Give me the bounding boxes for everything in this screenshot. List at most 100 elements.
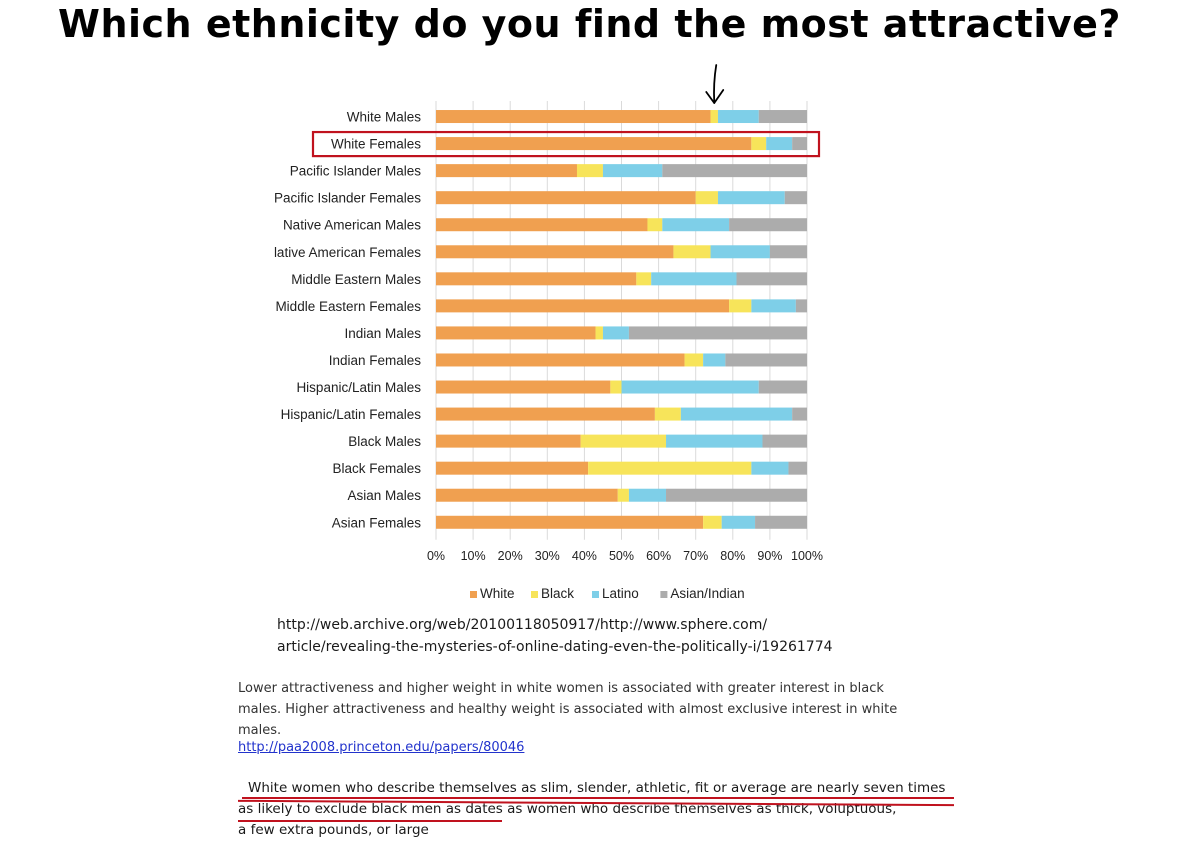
bar-segment (736, 272, 807, 286)
bar-segment (576, 164, 603, 178)
x-tick-label: 80% (720, 549, 745, 563)
category-label: Hispanic/Latin Females (281, 407, 422, 422)
legend-label: Latino (602, 586, 639, 601)
bar-segment (436, 218, 648, 232)
bar-segment (717, 191, 785, 205)
bar-segment (436, 434, 581, 448)
bar-segment (769, 245, 807, 259)
bar-segment (684, 353, 704, 367)
category-label: Black Females (332, 461, 421, 476)
bar-segment (717, 110, 759, 124)
claim-line3: a few extra pounds, or large (238, 822, 429, 838)
bar-segment (436, 245, 674, 259)
bar-segment (580, 434, 667, 448)
x-tick-label: 0% (427, 549, 445, 563)
bar-segment (602, 326, 629, 340)
x-tick-label: 60% (646, 549, 671, 563)
x-tick-label: 100% (791, 549, 823, 563)
category-label: Middle Eastern Females (275, 299, 421, 314)
bar-segment (436, 191, 696, 205)
legend-swatch (531, 591, 538, 598)
bar-segment (436, 380, 611, 394)
legend-swatch (470, 591, 477, 598)
bar-segment (436, 515, 704, 529)
arrow-head (705, 89, 725, 104)
bar-segment (610, 380, 622, 394)
bar-segment (766, 137, 793, 151)
bar-segment (662, 218, 730, 232)
source-url-line2: article/revealing-the-mysteries-of-onlin… (277, 639, 833, 655)
highlight-box (311, 130, 821, 158)
category-label: Indian Females (329, 353, 422, 368)
red-underline-1 (242, 797, 954, 799)
category-label: Asian Females (332, 515, 422, 530)
claim-underlined-phrase: as likely to exclude black men as dates (238, 801, 503, 817)
red-underline-3 (238, 820, 502, 822)
bar-segment (436, 353, 685, 367)
legend-label: Asian/Indian (670, 586, 744, 601)
bar-segment (792, 407, 807, 421)
category-label: White Males (347, 110, 422, 125)
bar-segment (647, 218, 663, 232)
bar-segment (436, 326, 596, 340)
category-label: Pacific Islander Females (274, 191, 421, 206)
stacked-bar-chart: White Males White Females Pacific Islander… (274, 64, 823, 601)
category-label: White Females (331, 137, 421, 152)
bar-segment (588, 461, 752, 475)
bar-segment (666, 434, 763, 448)
source-url: http://web.archive.org/web/2010011805091… (277, 614, 897, 658)
bar-segment (680, 407, 793, 421)
bar-segment (710, 110, 718, 124)
bar-segment (436, 488, 618, 502)
category-label: Middle Eastern Males (291, 272, 421, 287)
bar-segment (762, 434, 807, 448)
bar-segment (721, 515, 756, 529)
bar-segment (758, 110, 807, 124)
study-link[interactable]: http://paa2008.princeton.edu/papers/8004… (238, 740, 525, 755)
bar-segment (636, 272, 652, 286)
bar-segment (729, 218, 807, 232)
legend-swatch (592, 591, 599, 598)
bar-segment (436, 407, 655, 421)
bar-segment (666, 488, 807, 502)
bar-segment (602, 164, 663, 178)
x-tick-label: 70% (683, 549, 708, 563)
x-tick-label: 20% (498, 549, 523, 563)
bar-segment (662, 164, 807, 178)
category-label: Asian Males (347, 488, 421, 503)
bar-segment (792, 137, 807, 151)
bar-segment (751, 461, 789, 475)
bar-segment (628, 326, 807, 340)
source-url-line1: http://web.archive.org/web/2010011805091… (277, 617, 768, 633)
bar-segment (758, 380, 807, 394)
bar-segment (654, 407, 681, 421)
bar-segment (436, 164, 577, 178)
bar-segment (436, 137, 752, 151)
bar-segment (617, 488, 629, 502)
bar-segment (436, 299, 730, 313)
headline: Which ethnicity do you find the most att… (58, 2, 1121, 46)
category-label: Native American Males (283, 218, 421, 233)
bar-segment (436, 272, 637, 286)
bar-segment (621, 380, 759, 394)
bar-segment (703, 353, 726, 367)
bar-segment (673, 245, 711, 259)
category-label: Black Males (348, 434, 421, 449)
arrow-shaft (713, 64, 718, 104)
bar-segment (703, 515, 722, 529)
bar-segment (436, 461, 589, 475)
bar-segment (755, 515, 807, 529)
claim-text: White women who describe themselves as s… (238, 778, 978, 841)
category-label: Indian Males (344, 326, 421, 341)
bar-segment (628, 488, 667, 502)
legend-label: Black (541, 586, 574, 601)
bar-segment (725, 353, 807, 367)
category-label: lative American Females (274, 245, 421, 260)
bar-segment (795, 299, 807, 313)
bar-segment (729, 299, 752, 313)
x-tick-label: 10% (461, 549, 486, 563)
x-tick-label: 40% (572, 549, 597, 563)
bar-segment (595, 326, 603, 340)
study-quote: Lower attractiveness and higher weight i… (238, 681, 898, 738)
bar-segment (788, 461, 807, 475)
